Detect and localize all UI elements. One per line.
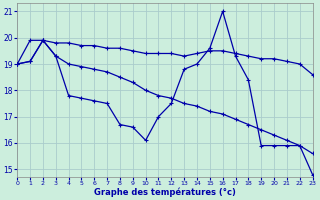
X-axis label: Graphe des températures (°c): Graphe des températures (°c) — [94, 187, 236, 197]
